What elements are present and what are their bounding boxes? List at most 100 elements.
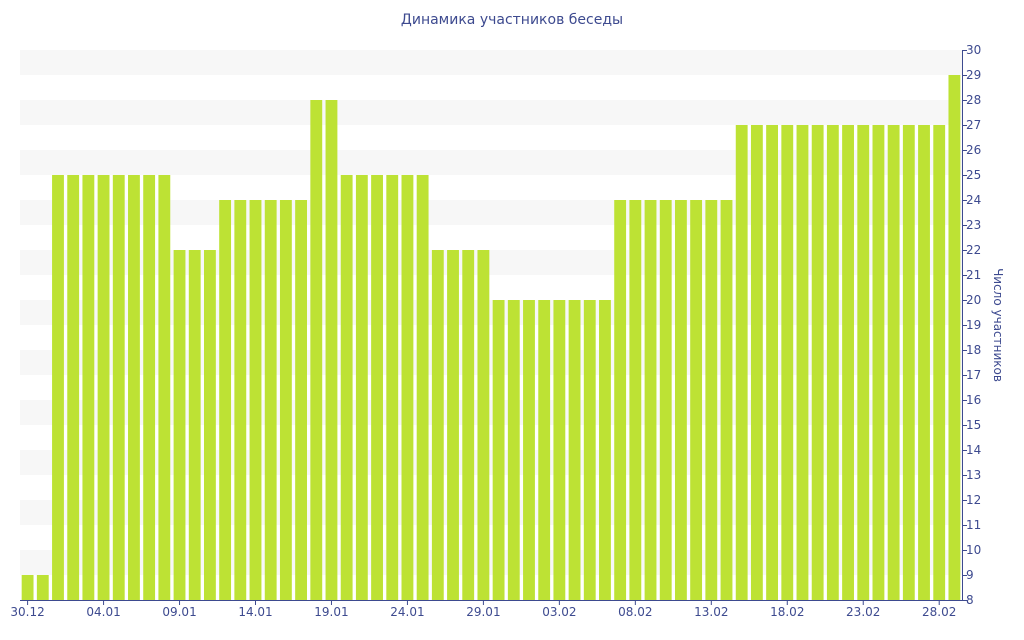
y-tick-label: 18 <box>966 343 981 357</box>
y-tick-label: 8 <box>966 593 974 607</box>
y-tick-label: 29 <box>966 68 981 82</box>
bar[interactable] <box>568 300 581 600</box>
bar[interactable] <box>644 200 657 600</box>
x-tick-label: 18.02 <box>770 605 804 619</box>
bar[interactable] <box>340 175 353 600</box>
bar[interactable] <box>67 175 80 600</box>
bar[interactable] <box>948 75 961 600</box>
y-tick-label: 28 <box>966 93 981 107</box>
bar[interactable] <box>933 125 946 600</box>
bar[interactable] <box>416 175 429 600</box>
bar[interactable] <box>826 125 839 600</box>
y-tick-label: 22 <box>966 243 981 257</box>
x-tick-label: 09.01 <box>162 605 196 619</box>
y-tick-label: 12 <box>966 493 981 507</box>
bar[interactable] <box>219 200 232 600</box>
bar[interactable] <box>705 200 718 600</box>
y-tick-label: 25 <box>966 168 981 182</box>
bar[interactable] <box>918 125 930 600</box>
bar[interactable] <box>249 200 262 600</box>
bar[interactable] <box>674 200 687 600</box>
bar[interactable] <box>173 250 186 600</box>
bar[interactable] <box>796 125 809 600</box>
y-axis-title: Число участников <box>991 268 1005 382</box>
x-tick-label: 08.02 <box>618 605 652 619</box>
bar[interactable] <box>781 125 794 600</box>
bar[interactable] <box>112 175 125 600</box>
x-tick-label: 19.01 <box>314 605 348 619</box>
bar[interactable] <box>507 300 520 600</box>
bar[interactable] <box>766 125 779 600</box>
bar[interactable] <box>872 125 885 600</box>
bar[interactable] <box>477 250 490 600</box>
y-tick-label: 26 <box>966 143 981 157</box>
bar[interactable] <box>264 200 277 600</box>
bar[interactable] <box>811 125 824 600</box>
bar[interactable] <box>97 175 110 600</box>
bar[interactable] <box>355 175 368 600</box>
bar[interactable] <box>188 250 201 600</box>
y-tick-label: 9 <box>966 568 974 582</box>
x-tick-label: 14.01 <box>238 605 272 619</box>
bar[interactable] <box>295 200 308 600</box>
y-tick-label: 30 <box>966 43 981 57</box>
bar[interactable] <box>750 125 763 600</box>
bar[interactable] <box>371 175 383 600</box>
bar[interactable] <box>386 175 399 600</box>
bar[interactable] <box>325 100 338 600</box>
x-tick-label: 23.02 <box>846 605 880 619</box>
bar[interactable] <box>735 125 748 600</box>
bar[interactable] <box>720 200 733 600</box>
bar[interactable] <box>538 300 551 600</box>
x-tick-label: 13.02 <box>694 605 728 619</box>
bar[interactable] <box>842 125 854 600</box>
y-tick-label: 21 <box>966 268 981 282</box>
bar[interactable] <box>462 250 475 600</box>
bar[interactable] <box>599 300 611 600</box>
bar[interactable] <box>902 125 915 600</box>
bar[interactable] <box>52 175 64 600</box>
bar[interactable] <box>36 575 49 600</box>
y-tick-label: 24 <box>966 193 981 207</box>
bar[interactable] <box>310 100 323 600</box>
bar[interactable] <box>21 575 34 600</box>
bar[interactable] <box>553 300 566 600</box>
bar[interactable] <box>690 200 703 600</box>
bar[interactable] <box>158 175 171 600</box>
bar[interactable] <box>431 250 444 600</box>
bar[interactable] <box>279 200 292 600</box>
bar[interactable] <box>523 300 535 600</box>
y-tick-label: 11 <box>966 518 981 532</box>
bars <box>21 75 961 600</box>
bar[interactable] <box>447 250 459 600</box>
grid-band <box>20 100 962 125</box>
y-tick-label: 17 <box>966 368 981 382</box>
bar[interactable] <box>143 175 156 600</box>
y-tick-label: 16 <box>966 393 981 407</box>
bar[interactable] <box>887 125 900 600</box>
y-tick-label: 20 <box>966 293 981 307</box>
y-axis-ticks: 8 9 10 11 12 13 14 15 16 17 18 19 20 21 22 23 24 25 26 27 28… <box>962 43 981 607</box>
x-tick-label: 30.12 <box>10 605 44 619</box>
bar[interactable] <box>203 250 216 600</box>
y-tick-label: 27 <box>966 118 981 132</box>
bar[interactable] <box>128 175 140 600</box>
bar[interactable] <box>401 175 414 600</box>
bar[interactable] <box>583 300 596 600</box>
x-tick-label: 29.01 <box>466 605 500 619</box>
bar[interactable] <box>82 175 95 600</box>
x-tick-label: 28.02 <box>922 605 956 619</box>
x-axis-ticks: 30.12 04.01 09.01 14.01 19.01 24.01 29.01 03.02… <box>10 600 956 619</box>
x-tick-label: 24.01 <box>390 605 424 619</box>
chart-title: Динамика участников беседы <box>400 12 624 28</box>
bar[interactable] <box>857 125 870 600</box>
bar[interactable] <box>492 300 505 600</box>
bar[interactable] <box>659 200 672 600</box>
y-tick-label: 10 <box>966 543 981 557</box>
bar[interactable] <box>629 200 642 600</box>
bar[interactable] <box>234 200 247 600</box>
y-tick-label: 19 <box>966 318 981 332</box>
bar[interactable] <box>614 200 627 600</box>
grid-band <box>20 50 962 75</box>
